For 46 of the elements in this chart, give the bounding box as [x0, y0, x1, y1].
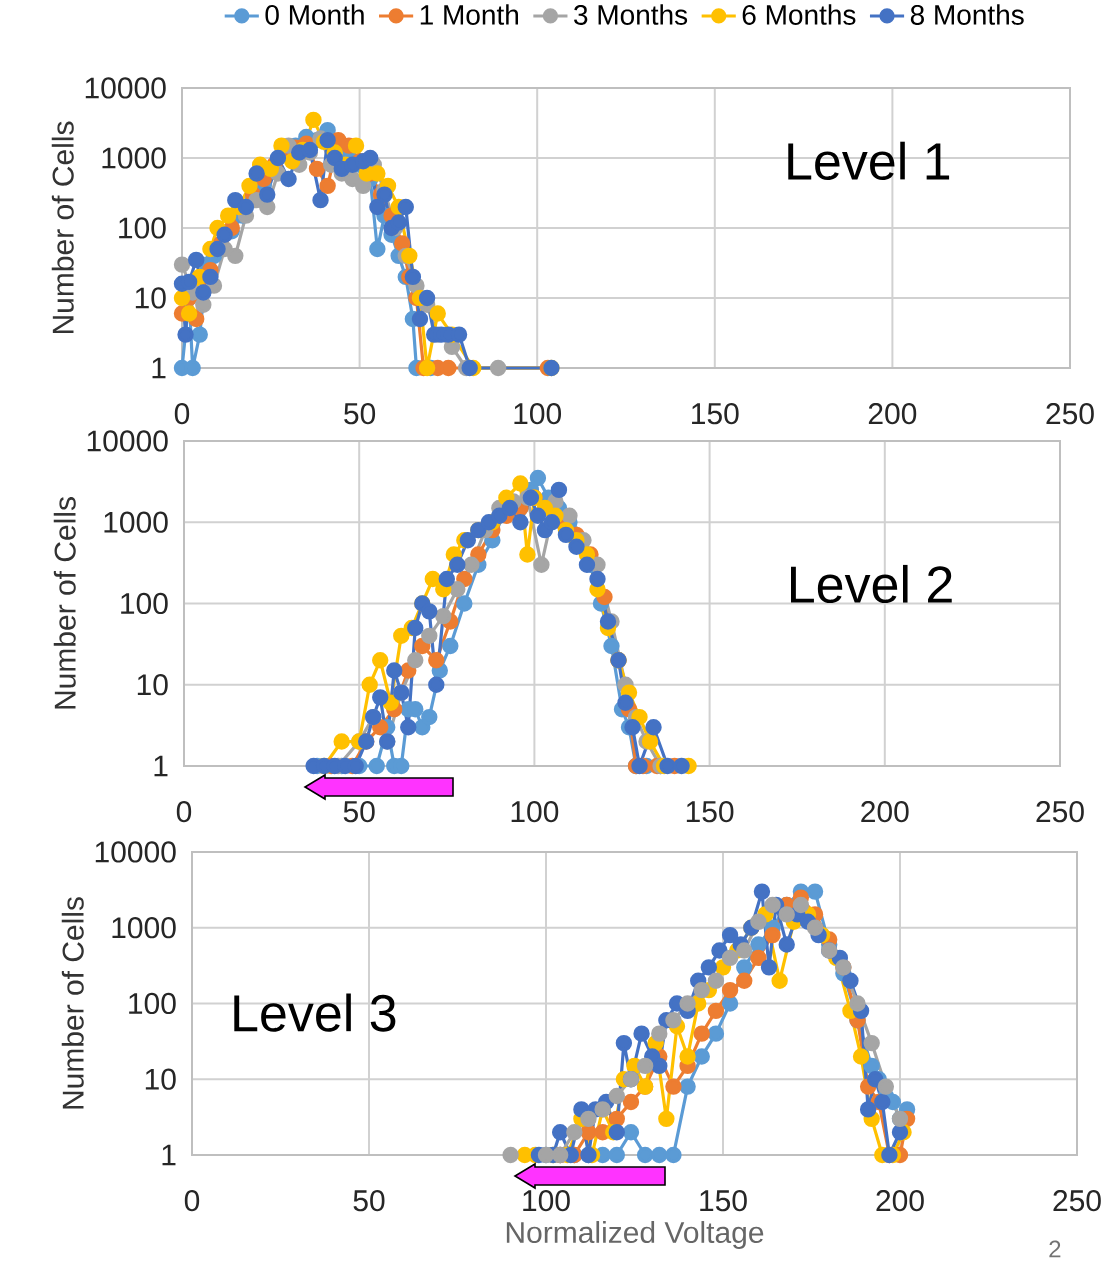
- y-tick-label: 100: [129, 992, 176, 1015]
- y-tick-label: 10: [145, 1068, 176, 1090]
- x-tick-label: 50: [343, 801, 375, 823]
- y-axis-title: Number of Cells: [51, 121, 74, 334]
- legend-label: 8 Months: [910, 4, 1024, 25]
- x-tick-label: 0: [184, 1190, 200, 1212]
- y-tick-label: 1000: [112, 917, 176, 939]
- y-tick-label: 1000: [104, 511, 168, 533]
- y-tick-label: 10000: [95, 841, 176, 863]
- x-tick-label: 150: [692, 403, 739, 425]
- x-tick-label: 100: [523, 1190, 570, 1212]
- legend-label: 1 Month: [420, 4, 518, 25]
- y-tick-label: 1: [152, 357, 166, 379]
- x-tick-label: 50: [353, 1190, 385, 1212]
- y-tick-label: 10: [137, 674, 168, 696]
- x-tick-label: 100: [514, 403, 562, 425]
- y-tick-label: 100: [119, 217, 166, 239]
- legend-label: 3 Months: [574, 4, 688, 25]
- x-tick-label: 50: [344, 403, 376, 425]
- x-tick-label: 0: [176, 801, 192, 823]
- y-tick-label: 1: [154, 755, 168, 777]
- annotation: Level 2: [791, 564, 952, 604]
- x-tick-label: 0: [174, 403, 190, 425]
- x-axis-title: Normalized Voltage: [506, 1221, 764, 1249]
- y-tick-label: 1000: [102, 147, 166, 169]
- y-tick-label: 10: [135, 287, 166, 309]
- y-tick-label: 100: [121, 592, 168, 615]
- text: 2: [1049, 1240, 1061, 1258]
- y-axis-title: Number of Cells: [61, 897, 84, 1109]
- x-tick-label: 250: [1046, 403, 1094, 425]
- y-tick-label: 10000: [85, 77, 166, 99]
- x-tick-label: 200: [868, 403, 917, 425]
- y-tick-label: 10000: [87, 430, 168, 452]
- x-tick-label: 250: [1053, 1190, 1101, 1212]
- legend-label: 6 Months: [742, 4, 856, 25]
- x-tick-label: 100: [511, 801, 559, 823]
- x-tick-label: 250: [1036, 801, 1084, 823]
- x-tick-label: 150: [700, 1190, 747, 1212]
- legend-label: 0 Month: [265, 4, 364, 25]
- x-tick-label: 150: [686, 801, 734, 823]
- y-tick-label: 1: [162, 1144, 176, 1166]
- x-tick-label: 200: [861, 801, 909, 823]
- x-tick-label: 200: [876, 1190, 924, 1212]
- y-axis-title: Number of Cells: [53, 497, 76, 709]
- annotation: Level 1: [788, 141, 950, 180]
- annotation: Level 3: [234, 993, 396, 1032]
